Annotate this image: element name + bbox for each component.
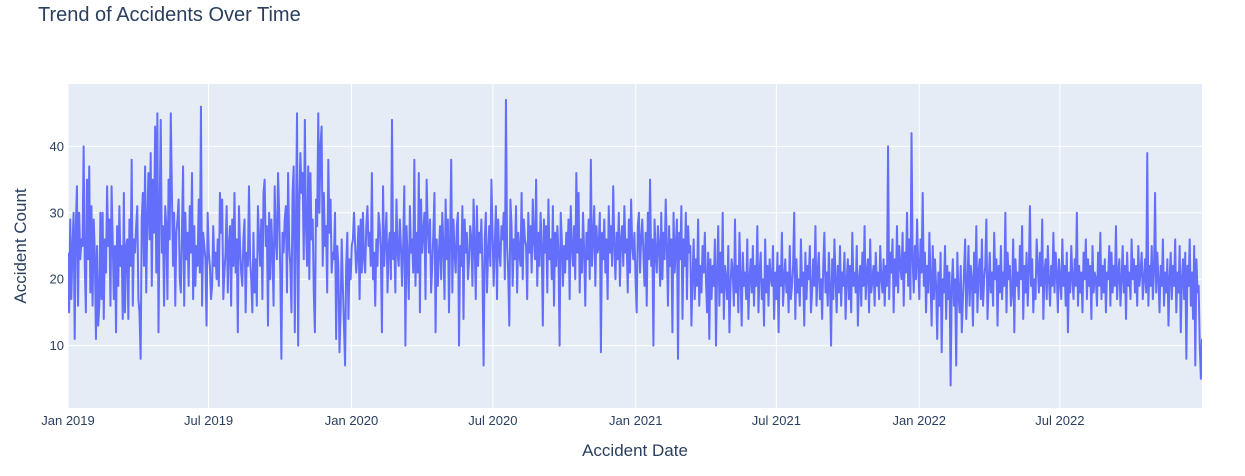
x-axis-ticks: Jan 2019 Jul 2019 Jan 2020 Jul 2020 Jan 2021… <box>41 413 1084 428</box>
y-tick-label: 40 <box>50 139 64 154</box>
x-tick-label: Jan 2021 <box>609 413 663 428</box>
x-tick-label: Jul 2021 <box>752 413 801 428</box>
y-tick-label: 20 <box>50 272 64 287</box>
y-tick-label: 10 <box>50 338 64 353</box>
x-tick-label: Jan 2022 <box>893 413 947 428</box>
y-axis-ticks: 10 20 30 40 <box>50 139 64 353</box>
chart-title: Trend of Accidents Over Time <box>38 4 301 26</box>
x-tick-label: Jul 2019 <box>184 413 233 428</box>
x-tick-label: Jul 2022 <box>1035 413 1084 428</box>
x-tick-label: Jan 2020 <box>325 413 379 428</box>
x-tick-label: Jan 2019 <box>41 413 95 428</box>
x-tick-label: Jul 2020 <box>468 413 517 428</box>
y-axis-title: Accident Count <box>11 188 30 304</box>
series-line-accidents <box>68 98 1202 387</box>
y-tick-label: 30 <box>50 205 64 220</box>
x-axis-title: Accident Date <box>582 441 688 460</box>
